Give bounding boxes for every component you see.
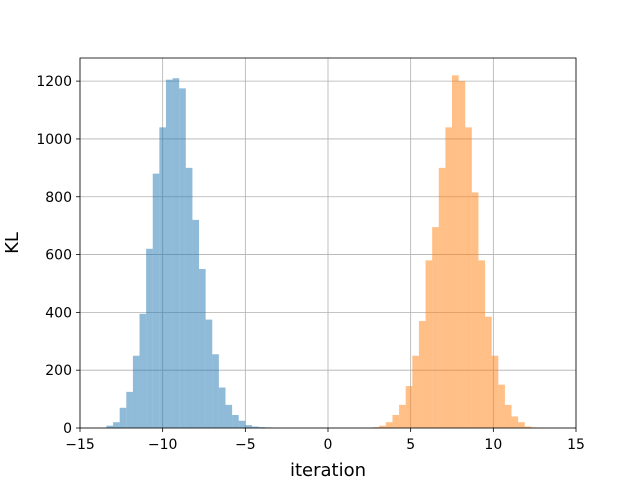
histogram-bar-series-1 xyxy=(159,127,166,428)
y-tick-label: 1000 xyxy=(36,132,72,148)
histogram-bar-series-2 xyxy=(386,422,393,428)
y-axis-label: KL xyxy=(2,232,23,254)
histogram-bar-series-2 xyxy=(492,356,499,428)
histogram-bar-series-2 xyxy=(406,386,413,428)
histogram-bar-series-1 xyxy=(232,415,239,428)
histogram-bar-series-2 xyxy=(498,385,505,428)
histogram-bar-series-1 xyxy=(166,80,173,428)
y-tick-label: 800 xyxy=(45,190,72,206)
y-tick-label: 0 xyxy=(63,421,72,437)
histogram-bar-series-1 xyxy=(239,421,246,428)
x-tick-label: 15 xyxy=(567,437,585,453)
x-tick-label: −5 xyxy=(235,437,256,453)
histogram-bar-series-1 xyxy=(146,249,153,428)
x-axis-label: iteration xyxy=(290,460,366,480)
x-tick-label: −10 xyxy=(148,437,178,453)
histogram-bar-series-1 xyxy=(219,388,226,428)
histogram-bar-series-2 xyxy=(439,168,446,428)
histogram-bar-series-1 xyxy=(140,314,147,428)
y-tick-label: 600 xyxy=(45,248,72,264)
histogram-bar-series-1 xyxy=(120,408,127,428)
histogram-bar-series-2 xyxy=(485,317,492,428)
x-tick-label: 5 xyxy=(406,437,415,453)
histogram-bar-series-2 xyxy=(399,405,406,428)
histogram-bar-series-2 xyxy=(459,81,466,428)
histogram-bar-series-1 xyxy=(133,356,140,428)
histogram-bar-series-2 xyxy=(445,127,452,428)
x-tick-label: −15 xyxy=(65,437,95,453)
histogram-bar-series-1 xyxy=(199,269,206,428)
histogram-bar-series-1 xyxy=(186,168,193,428)
histogram-bar-series-1 xyxy=(153,174,160,428)
histogram-bar-series-2 xyxy=(432,227,439,428)
histogram-bar-series-1 xyxy=(113,422,120,428)
histogram-bar-series-2 xyxy=(392,415,399,428)
histogram-bar-series-2 xyxy=(472,192,479,428)
histogram-bar-series-1 xyxy=(245,425,252,428)
y-tick-label: 400 xyxy=(45,305,72,321)
histogram-bar-series-1 xyxy=(173,78,180,428)
y-tick-label: 200 xyxy=(45,363,72,379)
y-tick-label: 1200 xyxy=(36,74,72,90)
histogram-bar-series-2 xyxy=(412,356,419,428)
histogram-bar-series-2 xyxy=(465,127,472,428)
histogram-bar-series-2 xyxy=(426,260,433,428)
histogram-bar-series-2 xyxy=(478,260,485,428)
x-tick-label: 0 xyxy=(324,437,333,453)
histogram-bar-series-1 xyxy=(212,354,219,428)
histogram-bar-series-1 xyxy=(206,320,213,428)
histogram-bar-series-1 xyxy=(179,88,186,428)
histogram-bar-series-1 xyxy=(192,220,199,428)
histogram-bar-series-2 xyxy=(505,405,512,428)
x-tick-label: 10 xyxy=(484,437,502,453)
histogram-bar-series-1 xyxy=(225,405,232,428)
histogram-bar-series-1 xyxy=(126,392,133,428)
histogram-bar-series-2 xyxy=(452,75,459,428)
histogram-bar-series-2 xyxy=(419,321,426,428)
histogram-bar-series-2 xyxy=(518,422,525,428)
histogram-bar-series-2 xyxy=(512,416,519,428)
